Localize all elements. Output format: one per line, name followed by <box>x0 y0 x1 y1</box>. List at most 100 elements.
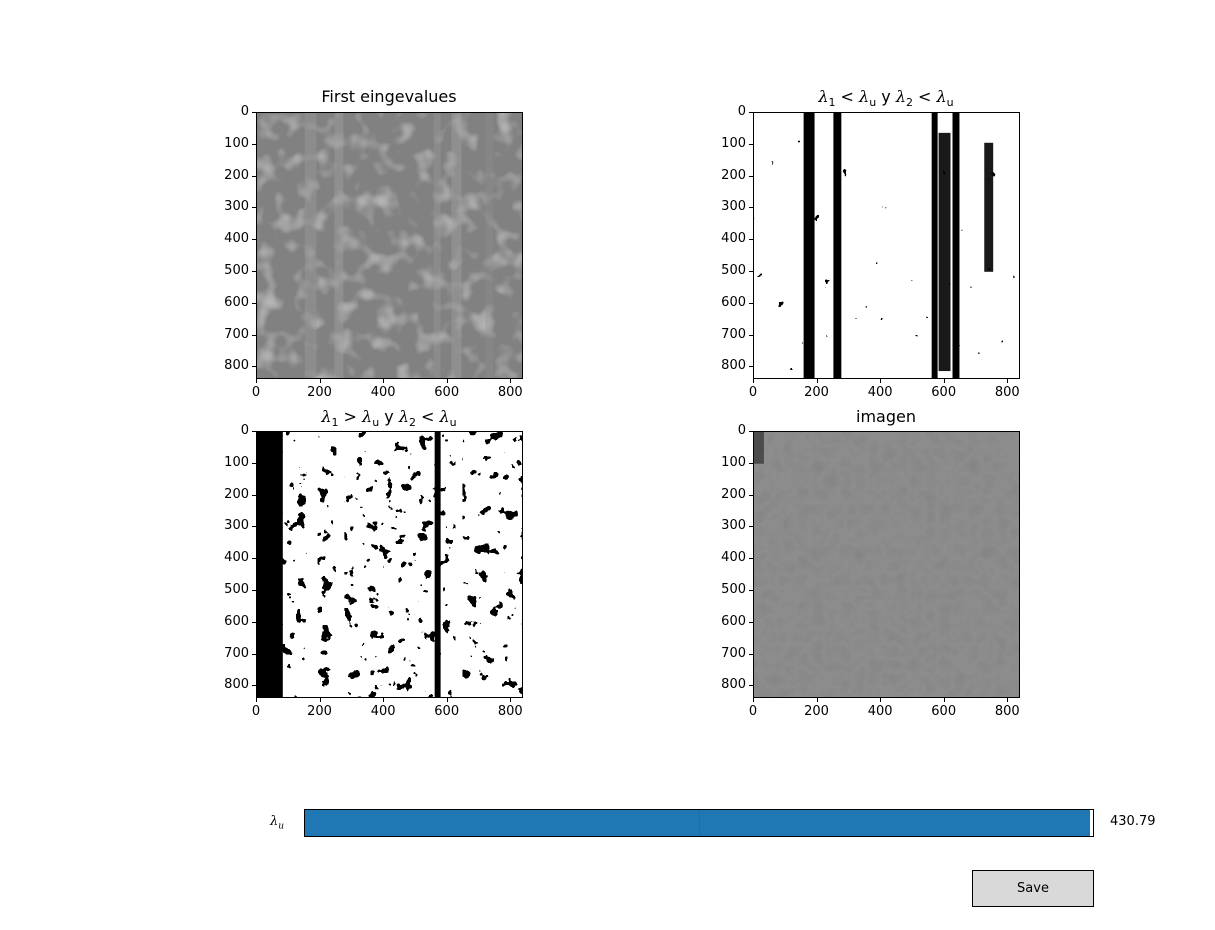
x-tick-label: 200 <box>804 704 829 719</box>
x-tick-mark <box>256 379 257 383</box>
title-operator: < <box>835 87 860 106</box>
x-tick-mark <box>319 379 321 383</box>
slider-label: λu <box>270 814 284 832</box>
title-operator: < <box>415 407 440 426</box>
y-tick-label: 700 <box>721 645 746 661</box>
y-tick-mark <box>749 621 753 623</box>
title-subscript: 1 <box>828 96 836 110</box>
x-tick-mark <box>383 379 385 383</box>
x-tick-label: 600 <box>434 385 460 400</box>
y-tick-mark <box>252 334 256 336</box>
slider-initial-marker <box>699 810 700 836</box>
y-tick-mark <box>749 526 753 528</box>
y-tick-mark <box>252 685 256 687</box>
y-tick-mark <box>252 494 256 496</box>
y-tick-mark <box>252 239 256 241</box>
mask-both-below-image <box>753 112 1020 379</box>
y-tick-label: 400 <box>224 231 249 247</box>
y-tick-label: 0 <box>240 104 249 119</box>
x-tick-label: 200 <box>307 385 332 400</box>
title-symbol: λ <box>859 87 870 106</box>
title-subscript: u <box>946 96 954 110</box>
x-tick-mark <box>319 698 321 702</box>
y-tick-label: 800 <box>224 358 249 374</box>
title-subscript: 1 <box>331 416 339 430</box>
y-tick-mark <box>749 462 753 464</box>
x-tick-label: 800 <box>497 704 523 719</box>
y-tick-label: 800 <box>721 677 746 693</box>
y-tick-label: 800 <box>721 358 746 374</box>
x-tick-label: 800 <box>994 385 1020 400</box>
y-tick-label: 600 <box>721 613 746 629</box>
save-button[interactable]: Save <box>972 870 1094 907</box>
y-tick-mark <box>749 494 753 496</box>
x-tick-label: 600 <box>931 704 957 719</box>
y-tick-mark <box>252 462 256 464</box>
slider-label-symbol: λ <box>270 814 279 829</box>
x-tick-mark <box>510 698 512 702</box>
x-tick-label: 600 <box>434 704 460 719</box>
y-tick-label: 700 <box>224 645 249 661</box>
y-tick-mark <box>252 526 256 528</box>
y-tick-label: 600 <box>224 294 249 310</box>
y-tick-label: 500 <box>224 581 249 597</box>
y-tick-label: 200 <box>721 167 746 183</box>
panel-title-imagen: imagen <box>856 407 916 426</box>
y-tick-mark <box>252 270 256 272</box>
title-subscript: u <box>372 416 380 430</box>
x-tick-label: 0 <box>748 704 758 719</box>
y-tick-label: 700 <box>721 326 746 342</box>
x-tick-mark <box>383 698 385 702</box>
x-tick-label: 400 <box>867 385 893 400</box>
x-tick-label: 800 <box>497 385 523 400</box>
y-tick-mark <box>749 112 753 113</box>
slider-value: 430.79 <box>1110 814 1156 829</box>
title-symbol: λ <box>936 87 947 106</box>
slider-fill[interactable] <box>305 810 1090 836</box>
first-eigenvalues-raster <box>257 113 522 378</box>
lambda-u-slider[interactable] <box>304 809 1094 837</box>
y-tick-label: 500 <box>721 581 746 597</box>
title-symbol: λ <box>321 407 332 426</box>
panel-title-first-eigenvalues: First eingevalues <box>321 87 457 106</box>
y-tick-label: 200 <box>721 486 746 502</box>
x-tick-mark <box>816 698 818 702</box>
y-tick-label: 400 <box>721 550 746 566</box>
x-tick-mark <box>753 698 754 702</box>
x-tick-mark <box>256 698 257 702</box>
y-tick-label: 400 <box>721 231 746 247</box>
y-tick-mark <box>252 302 256 304</box>
y-tick-mark <box>749 175 753 177</box>
title-symbol: λ <box>818 87 829 106</box>
y-tick-label: 300 <box>224 199 249 215</box>
y-tick-mark <box>252 207 256 209</box>
y-tick-mark <box>252 366 256 368</box>
y-tick-mark <box>749 302 753 304</box>
x-tick-mark <box>943 698 945 702</box>
x-tick-label: 0 <box>748 385 758 400</box>
y-tick-mark <box>252 143 256 145</box>
y-tick-mark <box>749 366 753 368</box>
y-tick-mark <box>252 112 256 113</box>
title-subscript: 2 <box>408 416 416 430</box>
y-tick-mark <box>749 431 753 432</box>
x-tick-mark <box>1007 379 1009 383</box>
y-tick-mark <box>252 653 256 655</box>
panel-title-mask-one-above: λ1 > λu y λ2 < λu <box>239 407 539 433</box>
x-tick-mark <box>943 379 945 383</box>
y-tick-mark <box>252 621 256 623</box>
y-tick-label: 400 <box>224 550 249 566</box>
x-tick-label: 400 <box>370 704 396 719</box>
y-tick-label: 500 <box>721 262 746 278</box>
x-tick-mark <box>753 379 754 383</box>
y-tick-label: 0 <box>240 423 249 438</box>
mask-both-below-raster <box>754 113 1019 378</box>
y-tick-label: 100 <box>721 135 746 151</box>
y-tick-label: 300 <box>721 518 746 534</box>
y-tick-label: 300 <box>721 199 746 215</box>
y-tick-mark <box>749 589 753 591</box>
x-tick-mark <box>1007 698 1009 702</box>
y-tick-label: 300 <box>224 518 249 534</box>
y-tick-label: 700 <box>224 326 249 342</box>
y-tick-mark <box>252 558 256 560</box>
